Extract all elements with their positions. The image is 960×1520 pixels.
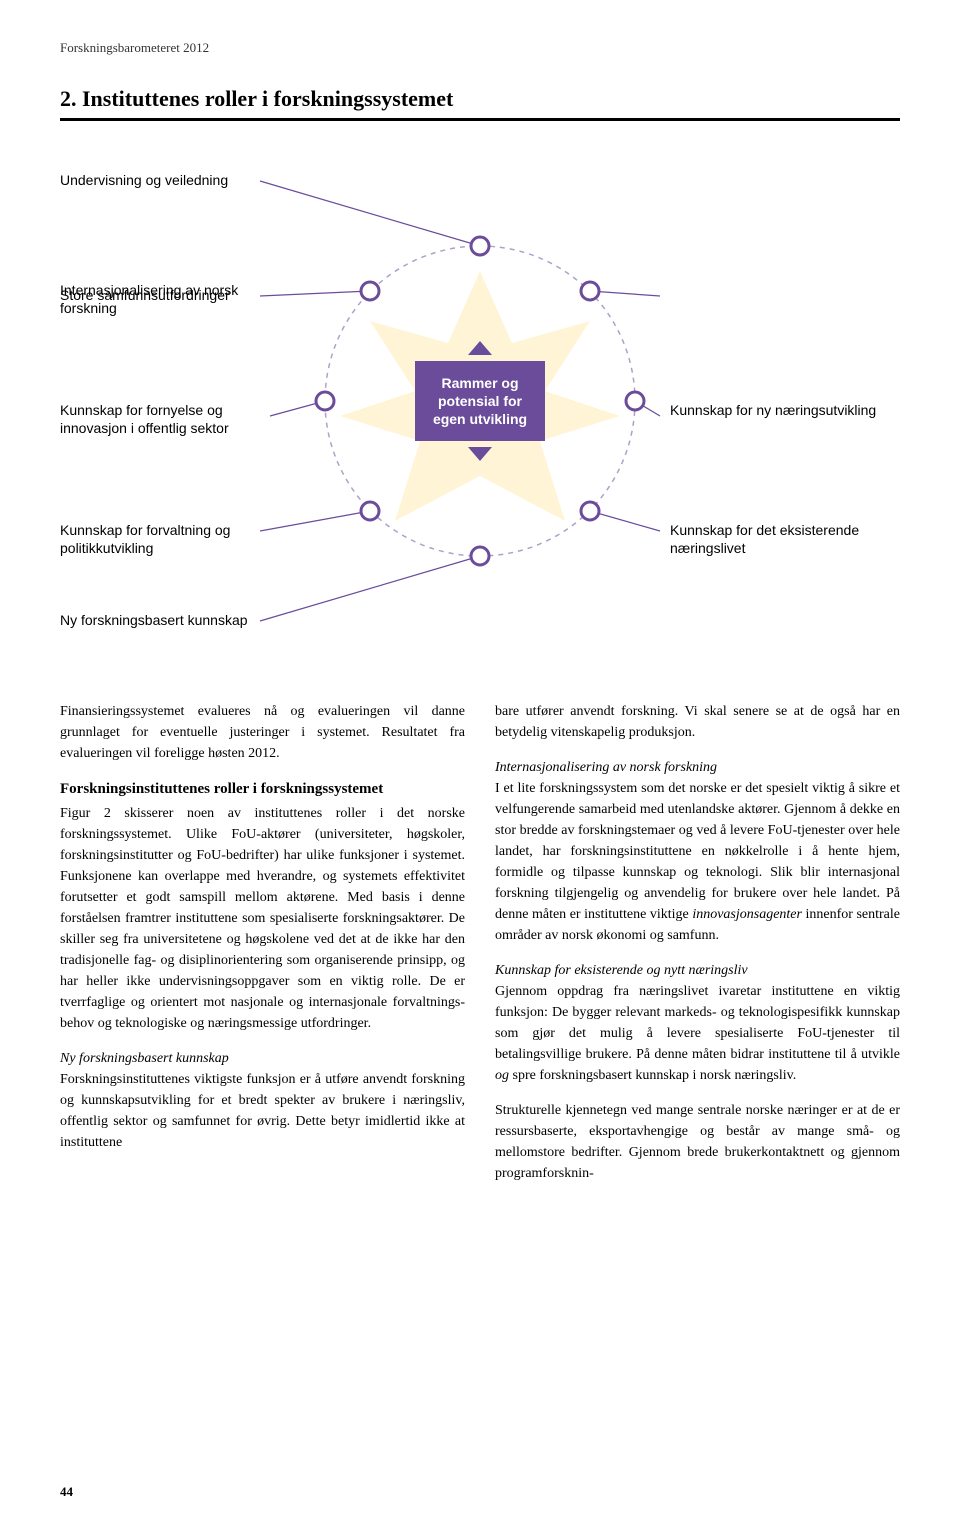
label-bottom: Ny forskningsbasert kunnskap xyxy=(60,611,260,629)
arrow-down-icon xyxy=(468,447,492,461)
label-botleft: Kunnskap for forvaltning og politikkutvi… xyxy=(60,521,260,557)
label-topright: Internasjonalisering av norsk forskning xyxy=(60,281,290,317)
italic-heading: Internasjonalisering av norsk forskning xyxy=(495,757,900,778)
diagram-node xyxy=(471,237,489,255)
diagram-node xyxy=(626,392,644,410)
right-column: bare utfører anvendt forskning. Vi skal … xyxy=(495,701,900,1198)
body-text: Figur 2 skisserer noen av instituttenes … xyxy=(60,803,465,1034)
section-title: 2. Instituttenes roller i forskningssyst… xyxy=(60,86,900,112)
left-column: Finansieringssystemet evalueres nå og ev… xyxy=(60,701,465,1198)
body-text: I et lite forskningssystem som det norsk… xyxy=(495,778,900,946)
body-text: Gjennom oppdrag fra næringslivet ivareta… xyxy=(495,981,900,1086)
diagram-node xyxy=(581,282,599,300)
section-rule xyxy=(60,118,900,121)
body-columns: Finansieringssystemet evalueres nå og ev… xyxy=(60,701,900,1198)
body-text: Finansieringssystemet evalueres nå og ev… xyxy=(60,701,465,764)
label-botright: Kunnskap for det eksisterende næringsliv… xyxy=(670,521,900,557)
body-text: Strukturelle kjennetegn ved mange sentra… xyxy=(495,1100,900,1184)
label-right: Kunnskap for ny næringsutvikling xyxy=(670,401,900,419)
label-top: Undervisning og veiledning xyxy=(60,171,260,189)
diagram-node xyxy=(361,282,379,300)
center-box: Rammer og potensial for egen utvikling xyxy=(415,361,545,441)
arrow-up-icon xyxy=(468,341,492,355)
body-text: bare utfører anvendt forskning. Vi skal … xyxy=(495,701,900,743)
diagram-node xyxy=(471,547,489,565)
body-text: Forskningsinstituttenes viktigste funksj… xyxy=(60,1069,465,1153)
diagram-node xyxy=(581,502,599,520)
diagram-node xyxy=(361,502,379,520)
subheading: Forskningsinstituttenes roller i forskni… xyxy=(60,778,465,801)
diagram-node xyxy=(316,392,334,410)
page-number: 44 xyxy=(60,1484,73,1500)
roles-diagram: Rammer og potensial for egen utvikling U… xyxy=(60,161,900,661)
italic-heading: Ny forskningsbasert kunnskap xyxy=(60,1048,465,1069)
italic-heading: Kunnskap for eksisterende og nytt næring… xyxy=(495,960,900,981)
page-header: Forskningsbarometeret 2012 xyxy=(60,40,900,56)
label-left: Kunnskap for fornyelse og innovasjon i o… xyxy=(60,401,270,437)
